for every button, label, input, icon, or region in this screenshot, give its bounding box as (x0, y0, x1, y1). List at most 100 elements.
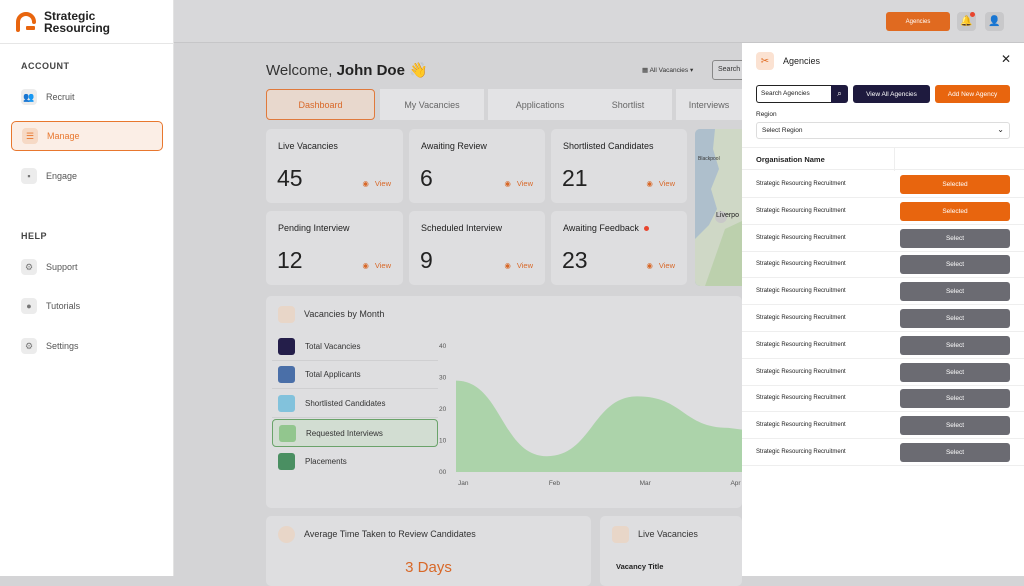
tab-dashboard[interactable]: Dashboard (266, 89, 375, 120)
search-icon[interactable]: ⌕ (831, 85, 848, 103)
table-row: Strategic Resourcing Recruitment Select (742, 412, 1024, 440)
vacancies-by-month-card: Vacancies by Month Total Vacancies Total… (266, 296, 742, 508)
clock-icon (278, 526, 295, 543)
sidebar-item-label: Engage (46, 171, 78, 181)
select-button[interactable]: Select (900, 389, 1010, 409)
select-button[interactable]: Select (900, 416, 1010, 436)
eye-icon: ◉ (646, 261, 653, 270)
logo-icon (16, 12, 36, 32)
chat-icon: ▪ (21, 168, 37, 184)
view-link[interactable]: ◉ View (362, 179, 391, 188)
org-name: Strategic Resourcing Recruitment (756, 234, 846, 241)
map-label: Blackpool (698, 156, 720, 162)
select-button[interactable]: Select (900, 282, 1010, 302)
select-button[interactable]: Select (900, 228, 1010, 248)
agencies-button[interactable]: Agencies (886, 12, 950, 31)
select-button[interactable]: Select (900, 362, 1010, 382)
selected-button[interactable]: Selected (900, 175, 1010, 194)
y-tick-label: 10 (439, 438, 447, 445)
y-tick-label: 00 (439, 469, 447, 476)
region-select[interactable]: Select Region ⌄ (756, 122, 1010, 139)
brand-logo[interactable]: Strategic Resourcing (14, 10, 110, 34)
sidebar-item-manage[interactable]: ☰ Manage (11, 121, 163, 151)
support-icon: ⚙ (21, 259, 37, 275)
legend-item-placements[interactable]: Placements (272, 447, 438, 475)
avg-review-time-card: Average Time Taken to Review Candidates … (266, 516, 591, 586)
notification-dot (970, 12, 975, 17)
briefcase-icon (612, 526, 629, 543)
all-vacancies-dropdown[interactable]: ▦ All Vacancies ▾ (642, 67, 694, 74)
avg-review-time-value: 3 Days (405, 559, 452, 576)
user-avatar-icon[interactable]: 👤 (985, 12, 1004, 31)
stat-card-awaiting-feedback: Awaiting Feedback 23 ◉ View (551, 211, 687, 285)
bell-icon[interactable]: 🔔 (957, 12, 976, 31)
sidebar-item-label: Settings (46, 341, 79, 351)
view-link[interactable]: ◉ View (504, 261, 533, 270)
view-link[interactable]: ◉ View (646, 179, 675, 188)
calendar-icon: ▦ (642, 67, 650, 74)
agency-search-input[interactable]: Search Agencies (756, 85, 831, 103)
sidebar-item-support[interactable]: ⚙ Support (11, 252, 163, 282)
sidebar-item-label: Tutorials (46, 301, 81, 311)
org-name: Strategic Resourcing Recruitment (756, 368, 846, 375)
add-new-agency-button[interactable]: Add New Agency (935, 85, 1010, 103)
legend-swatch (278, 366, 295, 383)
live-vacancies-card: Live Vacancies Vacancy Title (600, 516, 742, 586)
brand-name: Strategic Resourcing (44, 9, 111, 35)
sidebar-item-recruit[interactable]: 👥 Recruit (11, 82, 163, 112)
column-header-vacancy-title: Vacancy Title (616, 562, 664, 571)
tab-shortlist[interactable]: Shortlist (584, 89, 672, 120)
y-tick-label: 20 (439, 406, 447, 413)
table-row: Strategic Resourcing Recruitment Selected (742, 171, 1024, 198)
selected-button[interactable]: Selected (900, 201, 1010, 221)
legend-item-requested-interviews[interactable]: Requested Interviews (272, 419, 438, 447)
org-name: Strategic Resourcing Recruitment (756, 341, 846, 348)
chevron-down-icon: ⌄ (997, 125, 1004, 134)
close-icon[interactable]: ✕ (1001, 52, 1012, 66)
sidebar-item-label: Manage (47, 131, 80, 141)
people-icon: 👥 (21, 89, 37, 105)
legend-item-total-vacancies[interactable]: Total Vacancies (272, 333, 438, 361)
region-map[interactable]: Blackpool Liverpo (695, 129, 742, 286)
table-row: Strategic Resourcing Recruitment Selected (742, 198, 1024, 225)
table-row: Strategic Resourcing Recruitment Select (742, 251, 1024, 279)
eye-icon: ◉ (362, 179, 369, 188)
select-button[interactable]: Select (900, 443, 1010, 462)
y-tick-label: 40 (439, 343, 447, 350)
legend-item-total-applicants[interactable]: Total Applicants (272, 361, 438, 389)
top-bar (174, 0, 1024, 43)
gear-icon: ⚙ (21, 338, 37, 354)
sidebar-item-tutorials[interactable]: ● Tutorials (11, 291, 163, 321)
map-graphic (695, 129, 742, 286)
tab-interviews[interactable]: Interviews (676, 89, 742, 120)
welcome-heading: Welcome, John Doe 👋 (266, 62, 428, 79)
view-link[interactable]: ◉ View (504, 179, 533, 188)
x-tick-label: Jan (458, 480, 469, 487)
stat-card-awaiting-review: Awaiting Review 6 ◉ View (409, 129, 545, 203)
list-icon: ☰ (22, 128, 38, 144)
select-button[interactable]: Select (900, 309, 1010, 328)
select-button[interactable]: Select (900, 255, 1010, 275)
org-table-header: Organisation Name (742, 147, 1024, 171)
legend-swatch (279, 424, 296, 442)
sidebar-divider (0, 43, 174, 44)
sidebar-item-engage[interactable]: ▪ Engage (11, 161, 163, 191)
org-name: Strategic Resourcing Recruitment (756, 261, 846, 268)
sidebar-item-settings[interactable]: ⚙ Settings (11, 331, 163, 361)
eye-icon: ◉ (362, 261, 369, 270)
table-row: Strategic Resourcing Recruitment Select (742, 332, 1024, 359)
select-button[interactable]: Select (900, 335, 1010, 355)
tab-applications[interactable]: Applications (488, 89, 592, 120)
view-link[interactable]: ◉ View (646, 261, 675, 270)
tab-my-vacancies[interactable]: My Vacancies (380, 89, 484, 120)
eye-icon: ◉ (504, 179, 511, 188)
legend-item-shortlisted[interactable]: Shortlisted Candidates (272, 390, 438, 418)
view-all-agencies-button[interactable]: View All Agencies (853, 85, 930, 103)
legend-swatch (278, 338, 295, 355)
lightbulb-icon: ● (21, 298, 37, 314)
org-name: Strategic Resourcing Recruitment (756, 422, 846, 429)
view-link[interactable]: ◉ View (362, 261, 391, 270)
legend-swatch (278, 395, 295, 412)
eye-icon: ◉ (646, 179, 653, 188)
table-row: Strategic Resourcing Recruitment Select (742, 359, 1024, 386)
